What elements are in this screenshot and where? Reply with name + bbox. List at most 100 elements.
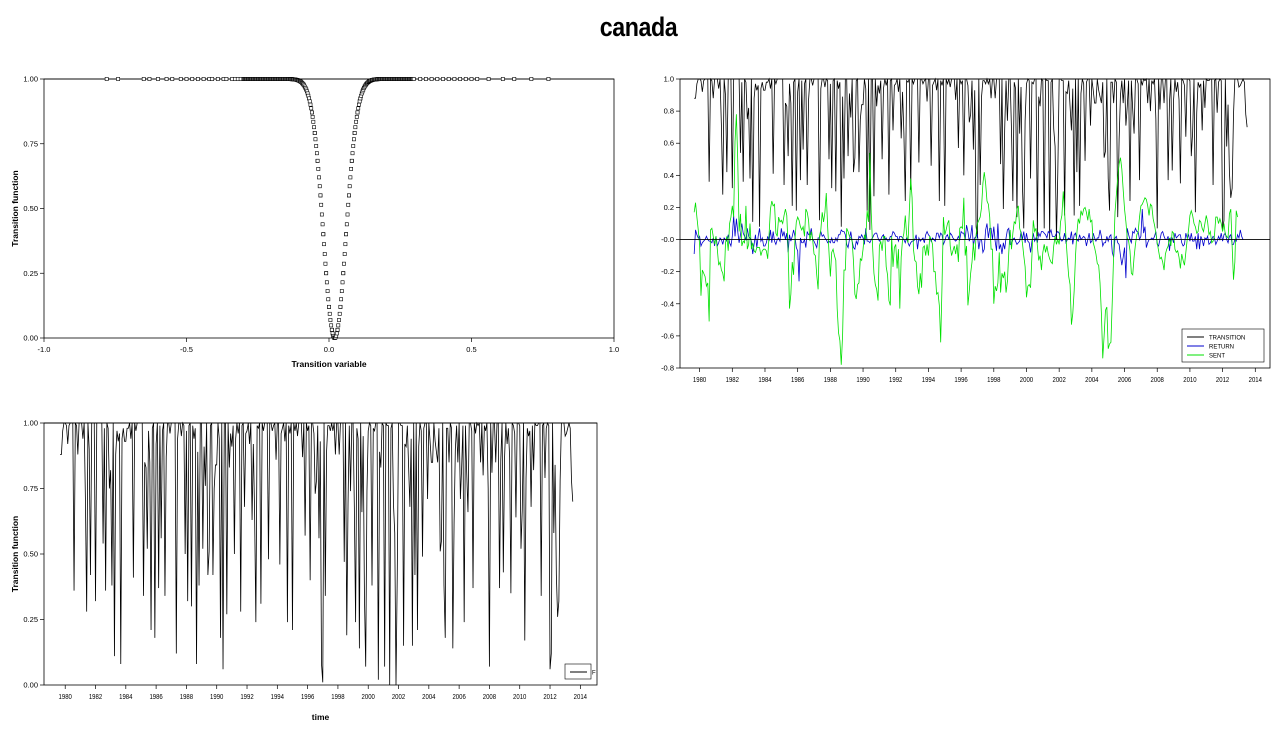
data-point (341, 271, 346, 276)
transition-function-time-chart-panel: 0.00 0.25 0.50 0.75 1.00 1980 1982 1984 1986 1988… (10, 419, 598, 722)
y-tick-label: 0.00 (23, 334, 38, 343)
series-line-transition (694, 77, 1248, 240)
data-point (458, 77, 463, 81)
data-point (317, 184, 322, 189)
x-tick-label: 1986 (149, 693, 163, 701)
data-point (354, 119, 358, 124)
data-point (349, 158, 354, 163)
x-axis-label: time (312, 712, 330, 722)
data-point (312, 131, 317, 135)
x-tick-label: 0.5 (466, 345, 476, 354)
x-tick-label: 1986 (791, 376, 805, 384)
y-tick-label: -0.6 (661, 331, 674, 340)
data-point (340, 280, 345, 285)
data-point (343, 242, 348, 247)
x-tick-label: 2014 (574, 693, 588, 701)
data-point (201, 77, 206, 81)
x-tick-label: 1988 (180, 693, 194, 701)
x-tick-label: 1980 (59, 693, 73, 701)
x-tick-label: 2010 (1183, 376, 1197, 384)
x-tick-label: 2012 (543, 693, 557, 701)
data-point (423, 77, 428, 81)
data-point (141, 77, 146, 81)
x-tick-label: 2000 (1020, 376, 1034, 384)
y-tick-label: 0.00 (23, 681, 38, 690)
data-point (317, 175, 321, 180)
legend-label-transition: TRANSITION (1209, 336, 1245, 342)
x-tick-label: 2012 (1216, 376, 1230, 384)
y-tick-label: 1.00 (23, 419, 38, 428)
y-tick-label: 1.0 (664, 75, 674, 84)
x-tick-label: 1984 (758, 376, 772, 384)
x-tick-label: 2010 (513, 693, 527, 701)
x-tick-label: 1998 (987, 376, 1001, 384)
x-tick-label: 1990 (210, 693, 224, 701)
data-point (320, 222, 325, 227)
x-tick-label: 1988 (824, 376, 838, 384)
data-point (210, 77, 215, 81)
data-point (446, 77, 451, 81)
data-point (347, 184, 352, 189)
data-point (314, 151, 319, 156)
y-tick-label: 0.75 (23, 484, 38, 493)
x-tick-label: 1.0 (609, 345, 619, 354)
x-tick-label: 1992 (240, 693, 254, 701)
data-point (324, 271, 329, 276)
scatter-chart-panel: 0.00 0.25 0.50 0.75 1.00 -1.0 -0.5 0.0 0.5 1.0 Tra… (10, 75, 619, 370)
data-point (310, 114, 315, 119)
data-point (156, 77, 160, 81)
y-tick-label: 0.50 (23, 204, 38, 213)
data-point (353, 125, 358, 130)
y-tick-label: 0.4 (664, 171, 674, 180)
series-line-return (693, 209, 1244, 282)
data-point (178, 77, 183, 81)
data-point (322, 252, 327, 256)
data-point (319, 212, 324, 217)
data-point (354, 114, 359, 119)
x-tick-label: 1996 (954, 376, 968, 384)
data-point (350, 151, 355, 156)
x-tick-label: 2004 (422, 693, 436, 701)
data-point (342, 252, 347, 256)
x-tick-label: 2002 (392, 693, 406, 701)
data-point (328, 318, 333, 322)
data-point (344, 222, 349, 227)
y-tick-label: 1.00 (23, 75, 38, 84)
x-axis-label: Transition variable (291, 359, 366, 369)
data-point (338, 304, 343, 309)
data-point (170, 77, 175, 81)
x-tick-label: 1994 (271, 693, 285, 701)
data-point (322, 242, 326, 247)
data-point (147, 77, 152, 81)
x-tick-label: -1.0 (38, 345, 51, 354)
data-point (347, 193, 351, 198)
data-point (329, 323, 334, 328)
data-point (224, 77, 229, 81)
x-tick-label: 2008 (1151, 376, 1165, 384)
data-point (463, 77, 468, 81)
y-tick-label: 0.25 (23, 269, 38, 278)
data-point (307, 99, 312, 104)
x-tick-label: 2006 (452, 693, 466, 701)
data-point (215, 77, 220, 81)
y-tick-label: -0.2 (661, 267, 674, 276)
data-point (486, 77, 491, 81)
data-point (321, 232, 326, 237)
data-point (411, 77, 416, 81)
data-point (339, 289, 344, 293)
x-tick-label: 2002 (1053, 376, 1067, 384)
data-point (335, 327, 340, 332)
data-point (196, 77, 200, 81)
data-point (313, 137, 318, 142)
data-point (339, 297, 344, 302)
y-tick-label: -0.0 (661, 235, 674, 244)
x-tick-label: 2008 (483, 693, 497, 701)
y-tick-label: 0.75 (23, 139, 38, 148)
series-line-sent (693, 114, 1238, 365)
x-tick-label: 1996 (301, 693, 315, 701)
x-tick-label: 2004 (1085, 376, 1099, 384)
data-point (352, 131, 357, 135)
data-point (337, 311, 342, 316)
data-point (469, 77, 474, 81)
data-point (475, 77, 480, 81)
